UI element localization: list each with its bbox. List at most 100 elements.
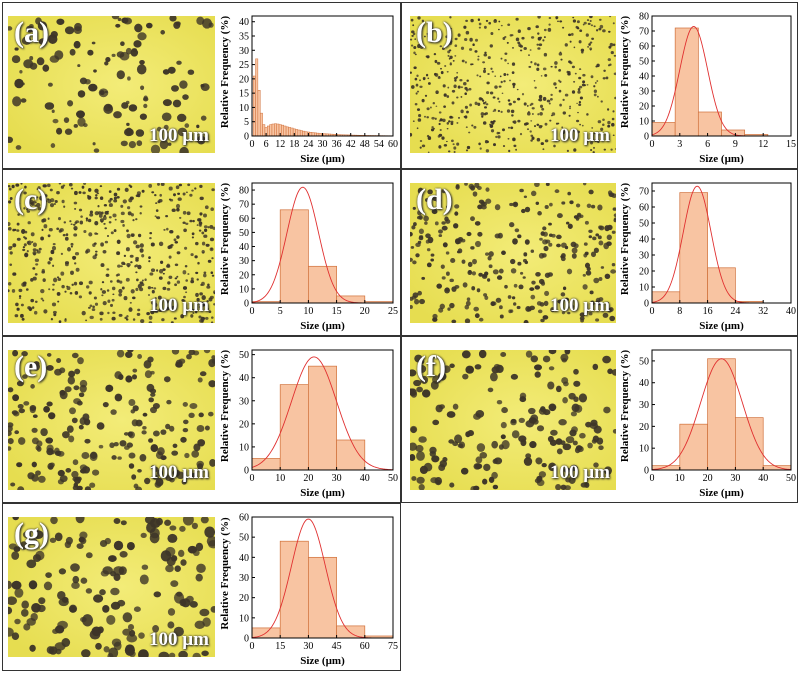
particle xyxy=(174,283,178,287)
histogram-bar xyxy=(259,112,263,137)
particle xyxy=(439,459,447,468)
particle xyxy=(20,303,24,307)
panel-label-b: (b) xyxy=(416,16,453,49)
particle xyxy=(126,442,134,448)
particle xyxy=(410,18,414,22)
particle xyxy=(130,261,133,264)
particle xyxy=(29,644,36,652)
particle xyxy=(87,49,94,56)
particle xyxy=(128,431,135,439)
particle xyxy=(213,291,215,295)
histogram-bar xyxy=(288,127,292,137)
particle xyxy=(573,148,577,152)
particle xyxy=(574,72,577,75)
particle xyxy=(127,265,130,268)
particle xyxy=(515,148,517,151)
particle xyxy=(46,364,54,371)
particle xyxy=(62,431,70,439)
particle xyxy=(162,268,166,271)
particle xyxy=(209,237,215,242)
particle xyxy=(150,144,161,153)
particle xyxy=(609,315,616,322)
particle xyxy=(423,115,427,118)
particle xyxy=(182,286,188,290)
particle xyxy=(8,289,10,293)
micrograph-b: (b) 100 µm xyxy=(410,16,616,153)
micrograph-image xyxy=(410,16,616,153)
particle xyxy=(413,45,417,50)
particle xyxy=(176,275,179,278)
particle xyxy=(482,61,486,64)
particle xyxy=(86,285,90,289)
particle xyxy=(431,209,438,215)
particle xyxy=(476,288,481,293)
particle xyxy=(413,222,417,227)
particle xyxy=(179,146,189,153)
particle xyxy=(21,317,25,321)
particle xyxy=(99,196,104,200)
particle xyxy=(490,129,495,133)
particle xyxy=(96,192,100,195)
particle xyxy=(512,84,516,87)
particle xyxy=(541,107,545,111)
particle xyxy=(520,439,527,447)
particle xyxy=(484,51,487,55)
particle xyxy=(492,110,495,112)
particle xyxy=(73,201,78,205)
particle xyxy=(54,368,62,376)
particle xyxy=(550,65,553,68)
particle xyxy=(490,301,496,307)
particle xyxy=(56,127,63,135)
particle xyxy=(432,313,438,319)
particle xyxy=(14,588,24,598)
particle xyxy=(498,85,502,88)
particle xyxy=(591,204,596,209)
y-tick-label: 40 xyxy=(639,72,649,83)
particle xyxy=(134,23,143,33)
particle xyxy=(542,239,548,245)
particle xyxy=(470,216,475,222)
particle xyxy=(450,122,454,126)
particle xyxy=(596,132,599,135)
particle xyxy=(438,234,443,238)
particle xyxy=(64,290,67,293)
particle xyxy=(74,207,77,210)
particle xyxy=(8,580,12,589)
particle xyxy=(417,33,422,37)
particle xyxy=(121,286,125,290)
particle xyxy=(556,213,563,219)
particle xyxy=(485,198,492,204)
particle xyxy=(548,16,552,20)
x-tick-label: 15 xyxy=(786,139,796,150)
particle xyxy=(196,135,206,145)
particle xyxy=(103,103,113,112)
particle xyxy=(36,440,43,447)
particle xyxy=(172,443,178,449)
particle xyxy=(129,196,134,200)
particle xyxy=(488,476,495,483)
particle xyxy=(84,486,92,490)
particle xyxy=(460,467,469,475)
particle xyxy=(46,447,54,456)
particle xyxy=(172,99,182,108)
particle xyxy=(431,126,434,129)
micrograph-image xyxy=(410,183,616,323)
particle xyxy=(43,309,48,314)
particle xyxy=(485,252,490,256)
particle xyxy=(431,455,440,463)
y-tick-label: 70 xyxy=(639,27,649,38)
particle xyxy=(112,213,117,218)
particle xyxy=(500,352,507,357)
particle xyxy=(590,300,595,306)
particle xyxy=(118,288,123,294)
particle xyxy=(533,364,543,371)
particle xyxy=(540,75,543,77)
particle xyxy=(466,145,471,150)
particle xyxy=(548,366,555,371)
x-axis-label: Size (µm) xyxy=(300,153,345,165)
particle xyxy=(462,282,468,288)
particle xyxy=(517,119,521,123)
particle xyxy=(191,522,198,530)
particle xyxy=(580,48,585,53)
particle xyxy=(465,149,469,152)
